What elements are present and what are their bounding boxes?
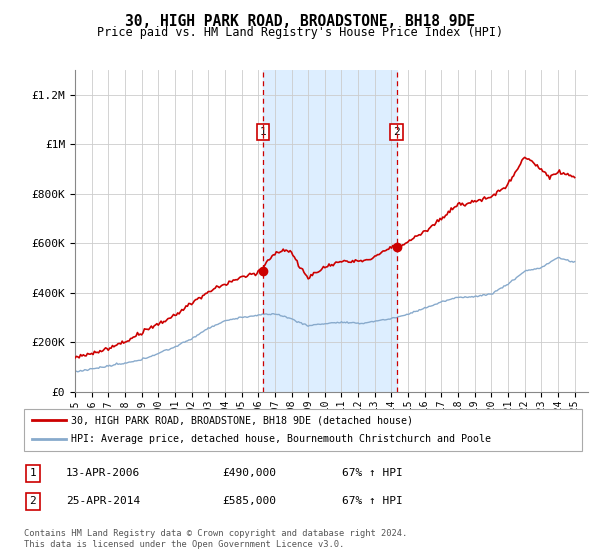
Text: 1: 1 [29,468,37,478]
Text: 2: 2 [393,127,400,137]
Text: Price paid vs. HM Land Registry's House Price Index (HPI): Price paid vs. HM Land Registry's House … [97,26,503,39]
FancyBboxPatch shape [24,409,582,451]
Text: Contains HM Land Registry data © Crown copyright and database right 2024.
This d: Contains HM Land Registry data © Crown c… [24,529,407,549]
Text: 1: 1 [260,127,266,137]
Text: 25-APR-2014: 25-APR-2014 [66,496,140,506]
Text: £585,000: £585,000 [222,496,276,506]
Text: 67% ↑ HPI: 67% ↑ HPI [342,496,403,506]
Text: 2: 2 [29,496,37,506]
Text: 30, HIGH PARK ROAD, BROADSTONE, BH18 9DE (detached house): 30, HIGH PARK ROAD, BROADSTONE, BH18 9DE… [71,415,413,425]
Text: HPI: Average price, detached house, Bournemouth Christchurch and Poole: HPI: Average price, detached house, Bour… [71,435,491,445]
Bar [263,70,397,392]
Text: 30, HIGH PARK ROAD, BROADSTONE, BH18 9DE: 30, HIGH PARK ROAD, BROADSTONE, BH18 9DE [125,14,475,29]
Text: 13-APR-2006: 13-APR-2006 [66,468,140,478]
Text: 67% ↑ HPI: 67% ↑ HPI [342,468,403,478]
Text: £490,000: £490,000 [222,468,276,478]
